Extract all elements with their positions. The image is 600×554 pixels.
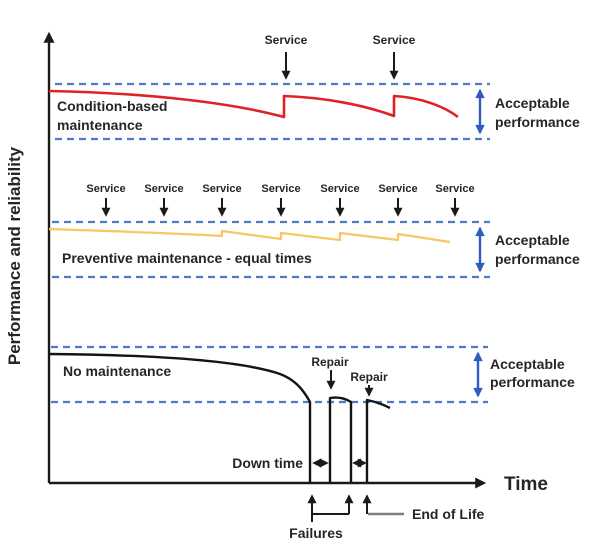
end-of-life-label: End of Life: [412, 506, 485, 522]
preventive-label: Preventive maintenance - equal times: [62, 250, 312, 266]
condition-based-label-line1: Condition-based: [57, 98, 167, 114]
service-marker: Service: [435, 183, 475, 217]
service-label: Service: [202, 183, 241, 195]
x-axis-label: Time: [504, 474, 548, 495]
no-maintenance-label: No maintenance: [63, 363, 171, 379]
condition-based-label-line2: maintenance: [57, 117, 143, 133]
acceptable-performance-label-line1: Acceptable: [495, 232, 570, 248]
preventive-curve: [48, 227, 451, 244]
service-label: Service: [86, 183, 125, 195]
service-marker: Service: [378, 183, 418, 217]
acceptable-performance-label-line2: performance: [490, 374, 575, 390]
service-marker: Service: [202, 183, 242, 217]
service-label: Service: [435, 183, 474, 195]
service-label: Service: [320, 183, 359, 195]
service-marker: Service: [261, 183, 301, 217]
condition-based-curve: [48, 89, 459, 119]
service-markers-preventive: Service Service Service Service Service …: [86, 183, 475, 217]
service-label: Service: [378, 183, 417, 195]
service-label: Service: [144, 183, 183, 195]
acceptable-performance-bottom: Acceptable performance: [473, 351, 575, 398]
service-label: Service: [261, 183, 300, 195]
no-maintenance-curve: [48, 352, 391, 482]
service-marker: Service: [320, 183, 360, 217]
service-marker: Service: [86, 183, 126, 217]
acceptable-performance-label-line1: Acceptable: [490, 356, 565, 372]
y-axis-label: Performance and reliability: [5, 146, 24, 365]
down-time-label: Down time: [232, 455, 303, 471]
failures-annotation: Failures: [289, 494, 354, 541]
service-marker: Service: [265, 33, 308, 80]
failures-label: Failures: [289, 525, 343, 541]
service-label: Service: [373, 33, 416, 47]
acceptable-performance-label-line2: performance: [495, 251, 580, 267]
acceptable-performance-label-line2: performance: [495, 114, 580, 130]
repair-marker: Repair: [311, 355, 349, 390]
service-marker: Service: [373, 33, 416, 80]
service-marker: Service: [144, 183, 184, 217]
repair-label: Repair: [350, 370, 388, 384]
down-time-annotation: Down time: [232, 455, 367, 471]
acceptable-performance-label-line1: Acceptable: [495, 95, 570, 111]
acceptable-performance-top: Acceptable performance: [475, 88, 580, 135]
repair-label: Repair: [311, 355, 349, 369]
service-label: Service: [265, 33, 308, 47]
repair-marker: Repair: [350, 370, 388, 397]
acceptable-performance-mid: Acceptable performance: [475, 226, 580, 273]
end-of-life-annotation: End of Life: [362, 494, 485, 522]
dashed-corridors: [51, 82, 490, 404]
